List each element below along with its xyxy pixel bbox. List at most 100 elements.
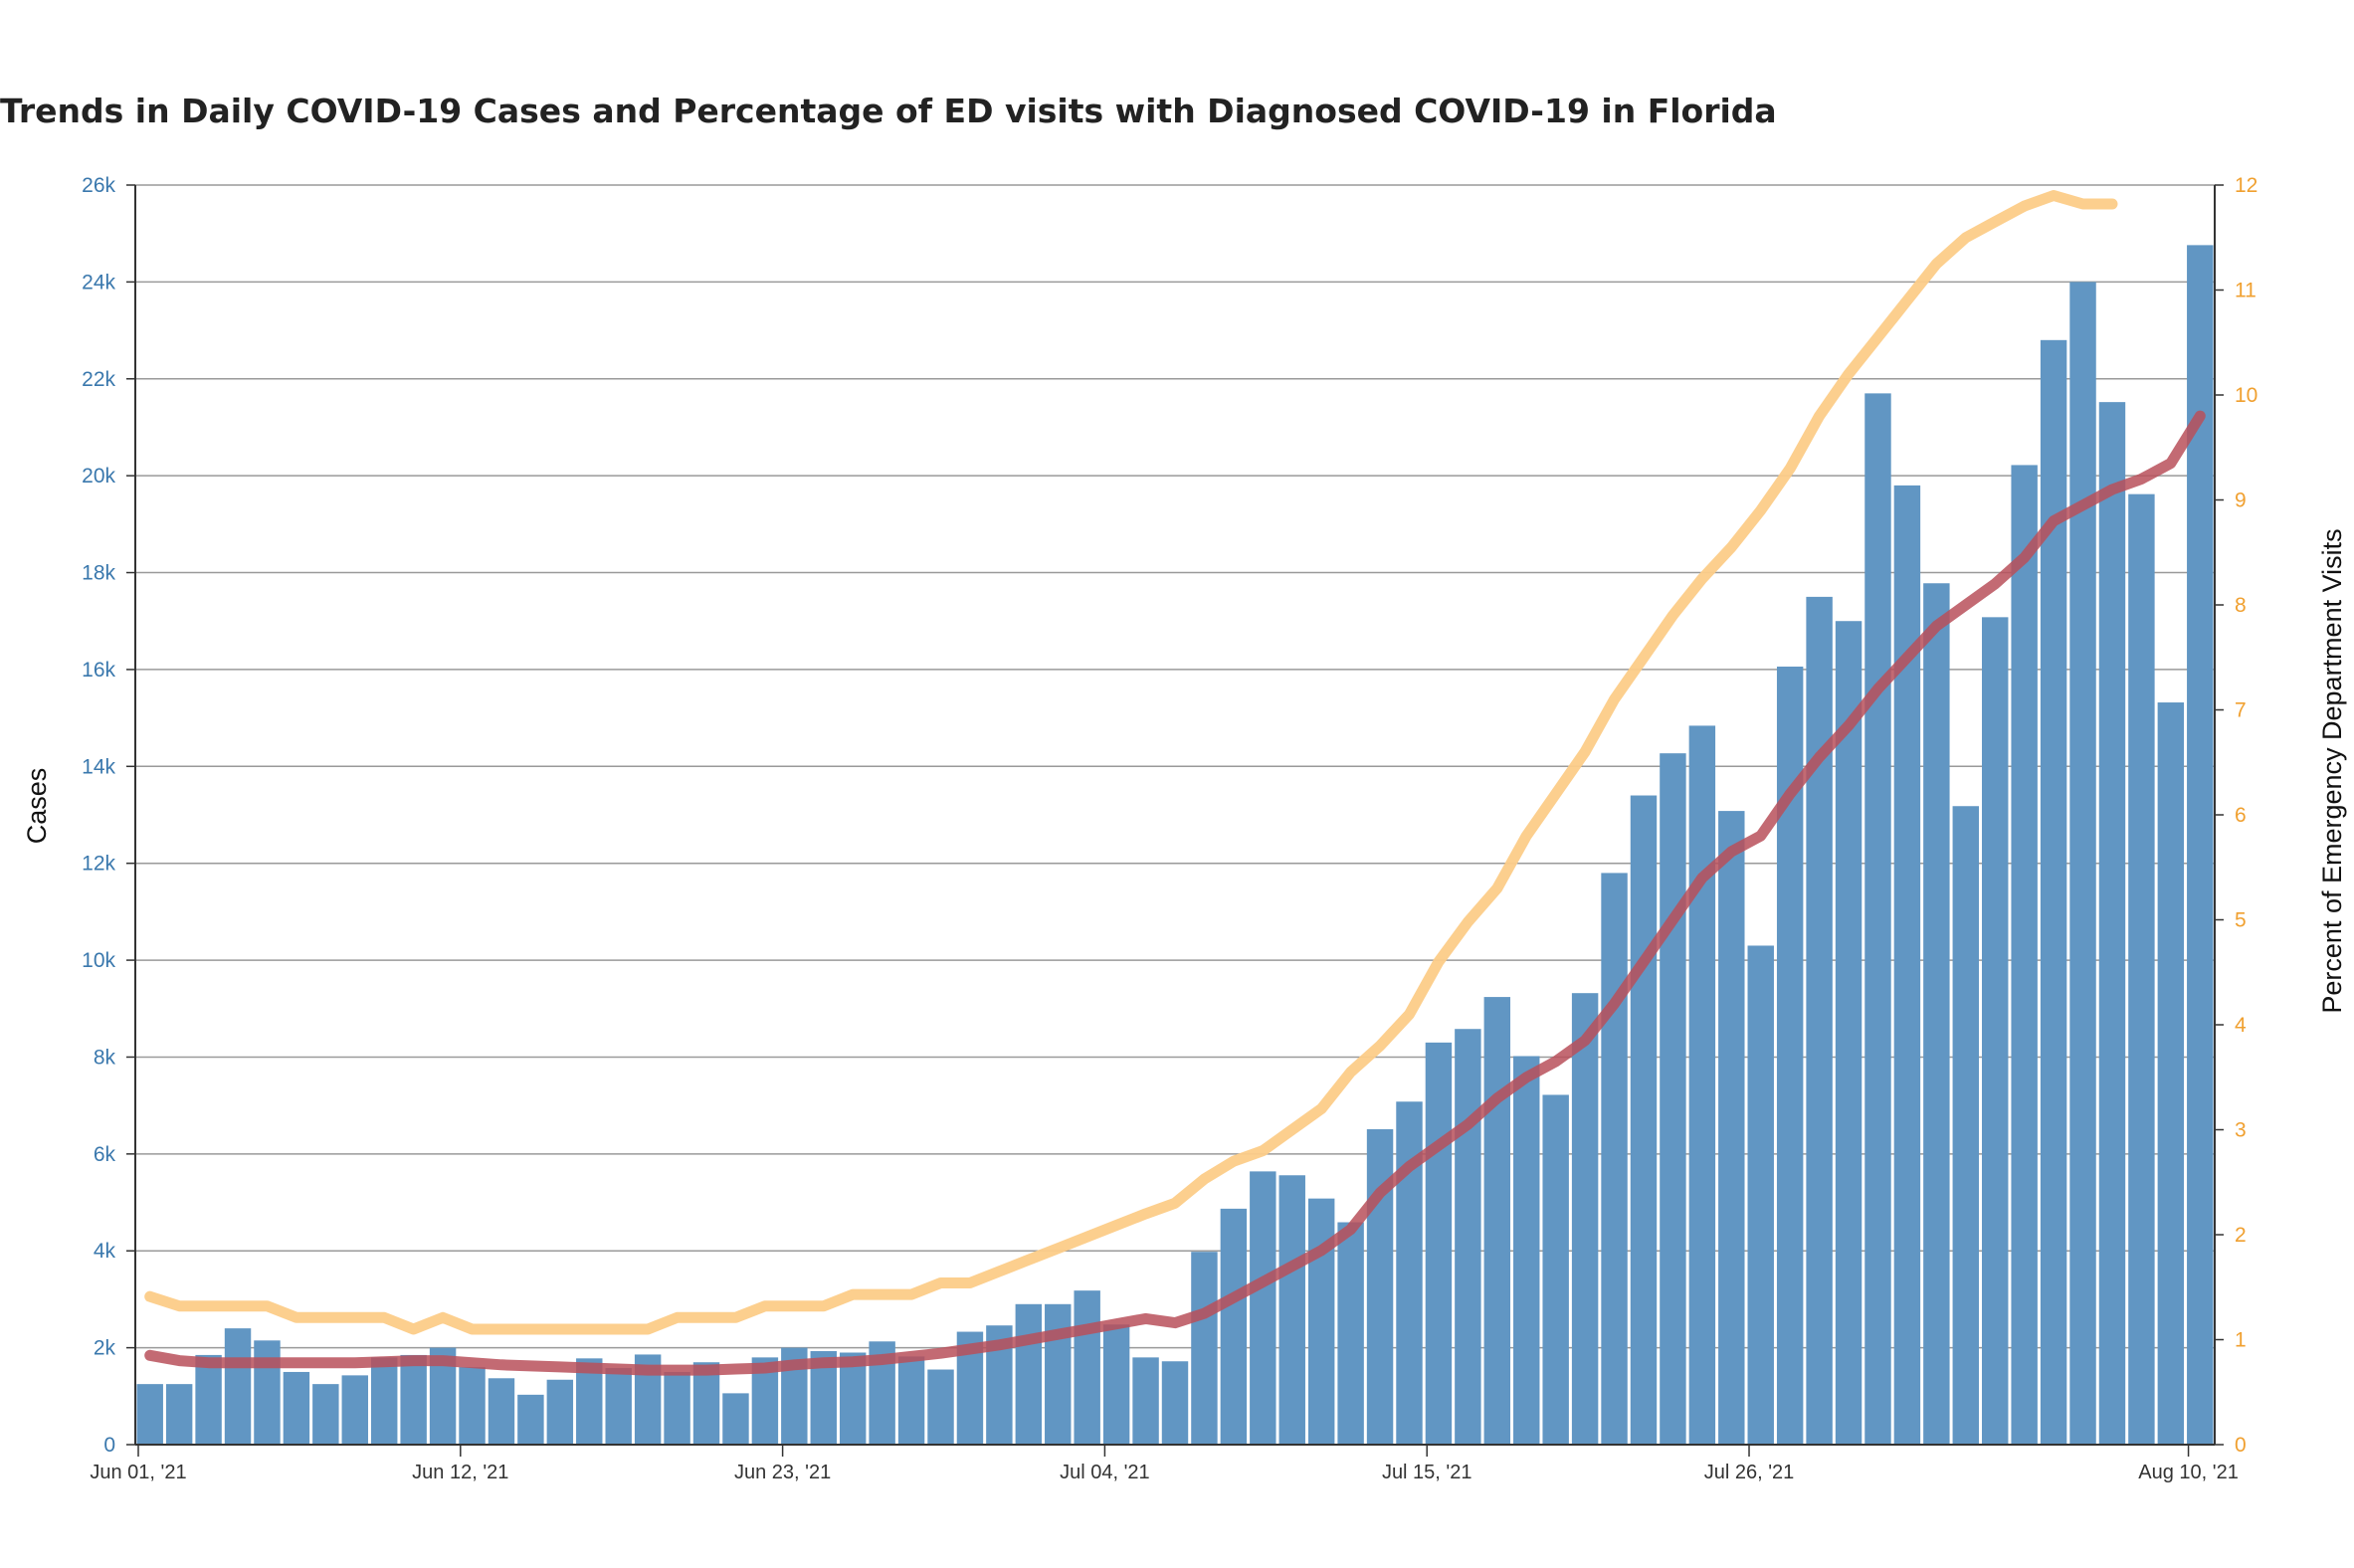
x-tick-label: Jun 12, '21 [412,1462,508,1483]
y2-tick-label: 5 [2235,909,2247,932]
bar [1015,1303,1043,1445]
bar [1191,1252,1218,1445]
y2-tick-label: 1 [2235,1329,2247,1352]
y-tick-label: 24k [82,271,115,294]
x-tick-label: Jul 15, '21 [1382,1462,1472,1483]
y2-tick-label: 0 [2235,1434,2247,1457]
bar [1250,1171,1276,1445]
bar [165,1384,193,1445]
bar-series [136,245,2214,1446]
y-tick-label: 18k [82,562,115,585]
y2-axis-label: Percent of Emergency Department Visits [2317,528,2347,1013]
bar [1455,1029,1481,1445]
bar [1982,617,2009,1445]
bar [1307,1198,1335,1445]
bar [136,1384,163,1445]
bar [839,1352,867,1445]
bar [2098,402,2126,1445]
bar [254,1340,281,1445]
bar [224,1328,252,1445]
bar [1132,1357,1159,1445]
bar [1366,1129,1394,1445]
bar [1102,1324,1130,1445]
bar [1630,795,1658,1445]
bar [1571,993,1599,1445]
bar [1952,806,1980,1445]
bar [1718,811,1745,1445]
bar [400,1354,427,1445]
y-tick-label: 16k [82,659,115,682]
y-tick-label: 12k [82,853,115,876]
bar [312,1384,339,1445]
bar [1688,725,1716,1445]
y-tick-label: 26k [82,174,115,197]
y2-tick-label: 6 [2235,804,2247,827]
bar [1747,945,1774,1445]
bar [1337,1222,1364,1445]
x-tick-label: Aug 10, '21 [2138,1462,2239,1483]
x-tick-label: Jun 01, '21 [90,1462,186,1483]
y2-tick-label: 12 [2235,174,2257,197]
y-tick-label: 14k [82,755,115,778]
bar [2011,465,2038,1445]
line-series-path [144,410,2206,1376]
line-series-path [144,190,2118,1335]
bar [664,1371,690,1445]
y2-tick-label: 4 [2235,1014,2247,1037]
bar [1045,1303,1072,1445]
bar [2187,245,2214,1446]
bar [1660,753,1686,1445]
bar [692,1362,720,1445]
bar [517,1394,544,1445]
y2-tick-label: 8 [2235,594,2247,617]
y-tick-label: 2k [94,1337,116,1360]
bar [1923,583,1950,1445]
y-tick-label: 20k [82,465,115,488]
chart-title: Trends in Daily COVID-19 Cases and Perce… [0,92,1777,130]
bar [283,1371,310,1445]
y-tick-label: 6k [94,1143,116,1166]
y-tick-label: 10k [82,949,115,972]
bar [927,1369,954,1445]
y2-tick-label: 11 [2235,280,2256,302]
y-tick-label: 4k [94,1240,116,1263]
bar [195,1354,222,1445]
y2-tick-label: 2 [2235,1224,2247,1247]
bar [2128,493,2155,1445]
bar [605,1368,632,1445]
bar [2157,702,2185,1445]
y2-tick-label: 3 [2235,1119,2247,1142]
line-series [144,190,2206,1376]
bar [370,1357,398,1445]
bar [1425,1042,1453,1445]
y-tick-label: 22k [82,368,115,391]
bar [546,1379,574,1445]
x-tick-label: Jun 23, '21 [734,1462,831,1483]
bar [1220,1208,1248,1445]
bar [1513,1056,1540,1445]
bar [722,1393,749,1445]
axes: 02k4k6k8k10k12k14k16k18k20k22k24k26k0123… [82,174,2257,1483]
y2-tick-label: 9 [2235,490,2247,512]
bar [897,1356,925,1445]
bar [1396,1101,1423,1445]
y2-tick-label: 7 [2235,699,2247,722]
bar [1074,1290,1100,1445]
bar [341,1375,368,1445]
bar [459,1367,486,1445]
x-tick-label: Jul 04, '21 [1060,1462,1150,1483]
bar [1483,997,1511,1445]
bar [2069,282,2096,1445]
x-tick-label: Jul 26, '21 [1704,1462,1795,1483]
bar [1864,393,1891,1445]
bar [1806,596,1833,1445]
bar [2040,339,2067,1445]
bar [1278,1175,1305,1445]
y-axis-label: Cases [22,768,52,845]
y-tick-label: 8k [94,1046,116,1069]
bar [1161,1361,1189,1445]
y-tick-label: 0 [103,1434,115,1457]
y2-tick-label: 10 [2235,384,2257,407]
bar [1893,485,1921,1445]
